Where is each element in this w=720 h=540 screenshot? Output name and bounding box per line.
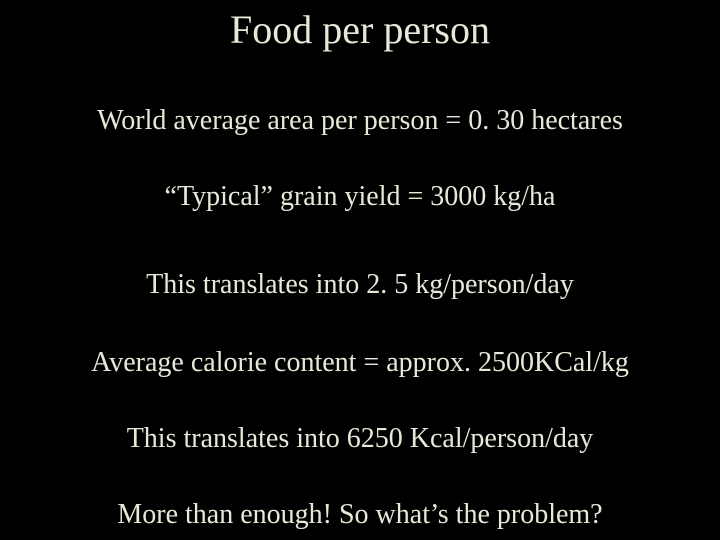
body-line-5: This translates into 6250 Kcal/person/da… [0,422,720,456]
body-line-4: Average calorie content = approx. 2500KC… [0,346,720,380]
slide: Food per person World average area per p… [0,0,720,540]
body-line-1: World average area per person = 0. 30 he… [0,104,720,138]
body-line-3: This translates into 2. 5 kg/person/day [0,268,720,302]
body-line-6: More than enough! So what’s the problem? [0,498,720,532]
slide-title: Food per person [0,8,720,52]
body-line-2: “Typical” grain yield = 3000 kg/ha [0,180,720,214]
